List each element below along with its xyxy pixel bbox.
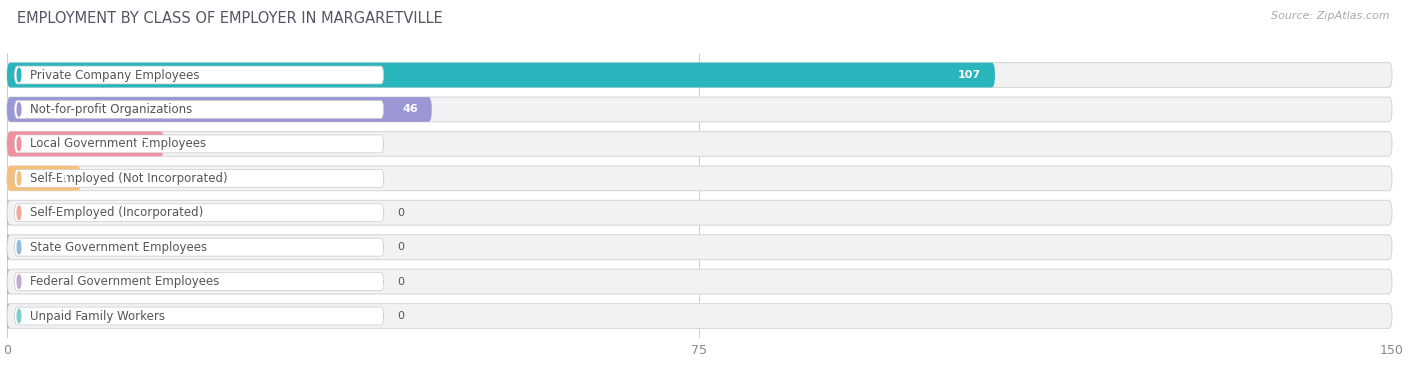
Circle shape — [17, 103, 21, 116]
FancyBboxPatch shape — [14, 273, 384, 291]
Text: Not-for-profit Organizations: Not-for-profit Organizations — [30, 103, 193, 116]
Text: Unpaid Family Workers: Unpaid Family Workers — [30, 309, 165, 323]
FancyBboxPatch shape — [4, 200, 10, 225]
FancyBboxPatch shape — [7, 97, 1392, 122]
Text: Local Government Employees: Local Government Employees — [30, 137, 207, 150]
Text: EMPLOYMENT BY CLASS OF EMPLOYER IN MARGARETVILLE: EMPLOYMENT BY CLASS OF EMPLOYER IN MARGA… — [17, 11, 443, 26]
FancyBboxPatch shape — [14, 100, 384, 118]
FancyBboxPatch shape — [14, 135, 384, 153]
FancyBboxPatch shape — [14, 66, 384, 84]
FancyBboxPatch shape — [4, 304, 10, 328]
FancyBboxPatch shape — [7, 166, 1392, 191]
FancyBboxPatch shape — [7, 132, 1392, 156]
Circle shape — [17, 275, 21, 288]
Text: Self-Employed (Incorporated): Self-Employed (Incorporated) — [30, 206, 204, 219]
Text: 107: 107 — [957, 70, 981, 80]
FancyBboxPatch shape — [7, 132, 165, 156]
FancyBboxPatch shape — [7, 97, 432, 122]
Text: 17: 17 — [135, 139, 150, 149]
Text: Self-Employed (Not Incorporated): Self-Employed (Not Incorporated) — [30, 172, 228, 185]
Circle shape — [17, 68, 21, 82]
FancyBboxPatch shape — [7, 63, 995, 87]
FancyBboxPatch shape — [14, 307, 384, 325]
FancyBboxPatch shape — [7, 304, 1392, 328]
FancyBboxPatch shape — [7, 235, 1392, 259]
Text: 46: 46 — [402, 105, 418, 114]
Circle shape — [17, 240, 21, 254]
Circle shape — [17, 206, 21, 220]
FancyBboxPatch shape — [14, 204, 384, 222]
Text: 8: 8 — [59, 173, 67, 183]
FancyBboxPatch shape — [7, 63, 1392, 87]
Text: 0: 0 — [398, 311, 405, 321]
FancyBboxPatch shape — [7, 200, 1392, 225]
Circle shape — [17, 137, 21, 151]
FancyBboxPatch shape — [4, 235, 10, 259]
Text: Source: ZipAtlas.com: Source: ZipAtlas.com — [1271, 11, 1389, 21]
Text: 0: 0 — [398, 208, 405, 218]
Text: 0: 0 — [398, 242, 405, 252]
FancyBboxPatch shape — [7, 269, 1392, 294]
Text: State Government Employees: State Government Employees — [30, 241, 207, 254]
Text: Federal Government Employees: Federal Government Employees — [30, 275, 219, 288]
Circle shape — [17, 309, 21, 323]
Circle shape — [17, 171, 21, 185]
Text: 0: 0 — [398, 277, 405, 287]
FancyBboxPatch shape — [14, 238, 384, 256]
FancyBboxPatch shape — [4, 269, 10, 294]
FancyBboxPatch shape — [14, 169, 384, 187]
FancyBboxPatch shape — [7, 166, 82, 191]
Text: Private Company Employees: Private Company Employees — [30, 68, 200, 82]
